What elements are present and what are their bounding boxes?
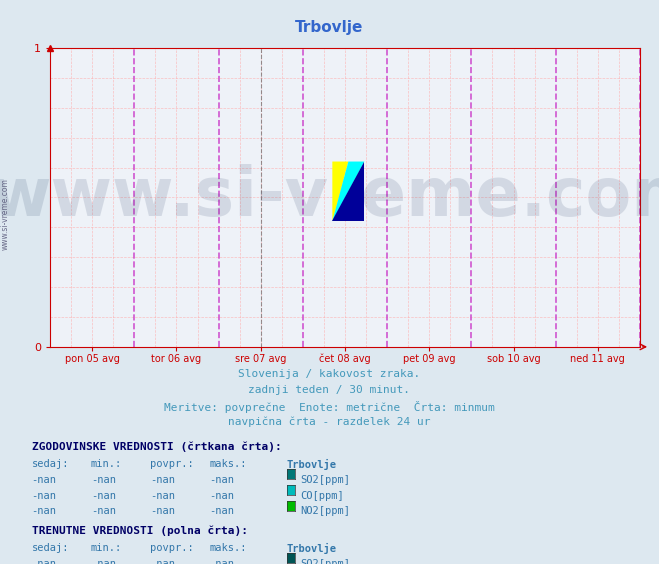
- Text: www.si-vreme.com: www.si-vreme.com: [1, 178, 10, 250]
- Polygon shape: [332, 161, 364, 221]
- Text: Trbovlje: Trbovlje: [287, 459, 337, 470]
- Text: povpr.:: povpr.:: [150, 543, 194, 553]
- Text: sedaj:: sedaj:: [32, 543, 69, 553]
- Text: zadnji teden / 30 minut.: zadnji teden / 30 minut.: [248, 385, 411, 395]
- Text: -nan: -nan: [150, 506, 175, 517]
- Text: www.si-vreme.com: www.si-vreme.com: [0, 164, 659, 231]
- Polygon shape: [332, 161, 349, 221]
- Text: -nan: -nan: [91, 491, 116, 501]
- Text: -nan: -nan: [32, 506, 57, 517]
- Text: SO2[ppm]: SO2[ppm]: [300, 559, 350, 564]
- Text: min.:: min.:: [91, 459, 122, 469]
- Text: -nan: -nan: [210, 506, 235, 517]
- Text: -nan: -nan: [91, 475, 116, 485]
- Text: sedaj:: sedaj:: [32, 459, 69, 469]
- Text: SO2[ppm]: SO2[ppm]: [300, 475, 350, 485]
- Text: -nan: -nan: [210, 475, 235, 485]
- Text: -nan: -nan: [32, 491, 57, 501]
- Text: -nan: -nan: [32, 559, 57, 564]
- Text: -nan: -nan: [150, 475, 175, 485]
- Text: -nan: -nan: [210, 559, 235, 564]
- Text: min.:: min.:: [91, 543, 122, 553]
- Text: -nan: -nan: [210, 491, 235, 501]
- Text: Slovenija / kakovost zraka.: Slovenija / kakovost zraka.: [239, 369, 420, 380]
- Text: povpr.:: povpr.:: [150, 459, 194, 469]
- Text: CO[ppm]: CO[ppm]: [300, 491, 343, 501]
- Text: -nan: -nan: [150, 491, 175, 501]
- Text: -nan: -nan: [91, 506, 116, 517]
- Text: maks.:: maks.:: [210, 543, 247, 553]
- Text: TRENUTNE VREDNOSTI (polna črta):: TRENUTNE VREDNOSTI (polna črta):: [32, 525, 248, 536]
- Polygon shape: [332, 161, 364, 221]
- Text: -nan: -nan: [32, 475, 57, 485]
- Text: Trbovlje: Trbovlje: [295, 20, 364, 35]
- Text: -nan: -nan: [150, 559, 175, 564]
- Text: maks.:: maks.:: [210, 459, 247, 469]
- Text: Meritve: povprečne  Enote: metrične  Črta: minmum: Meritve: povprečne Enote: metrične Črta:…: [164, 401, 495, 413]
- Text: Trbovlje: Trbovlje: [287, 543, 337, 554]
- Text: ZGODOVINSKE VREDNOSTI (črtkana črta):: ZGODOVINSKE VREDNOSTI (črtkana črta):: [32, 441, 281, 452]
- Text: NO2[ppm]: NO2[ppm]: [300, 506, 350, 517]
- Text: -nan: -nan: [91, 559, 116, 564]
- Text: navpična črta - razdelek 24 ur: navpična črta - razdelek 24 ur: [228, 417, 431, 428]
